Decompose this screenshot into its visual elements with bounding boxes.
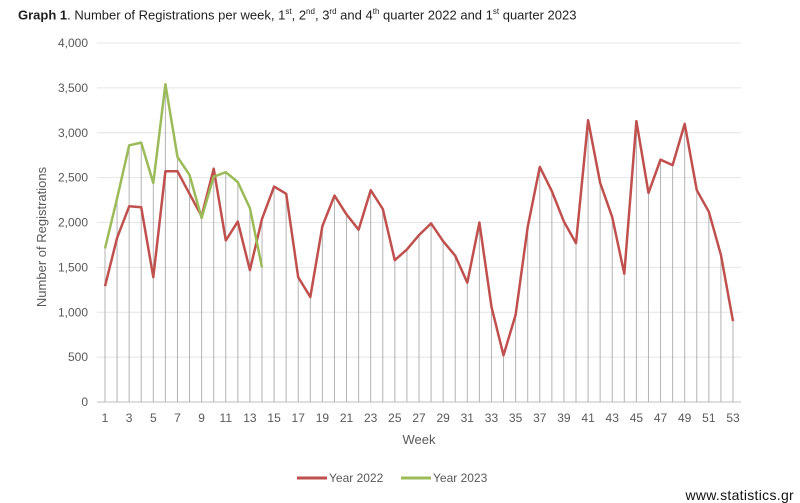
x-tick-label: 41	[581, 411, 595, 425]
title-q2-sup: nd	[306, 7, 315, 16]
series-lines	[103, 83, 735, 357]
x-tick-label: 37	[533, 411, 547, 425]
legend: Year 2022 Year 2023	[297, 471, 488, 485]
x-tick-label: 23	[364, 411, 378, 425]
x-tick-label: 35	[509, 411, 523, 425]
x-tick-label: 33	[485, 411, 499, 425]
y-tick-label: 2,500	[58, 171, 88, 185]
y-tick-label: 3,000	[58, 126, 88, 140]
x-tick-label: 27	[412, 411, 426, 425]
title-q1b-sup: st	[492, 7, 500, 16]
x-tick-label: 13	[243, 411, 257, 425]
x-axis-label: Week	[403, 432, 436, 447]
graph-label: Graph 1	[18, 7, 68, 23]
x-tick-label: 1	[102, 411, 109, 425]
y-tick-label: 500	[68, 350, 88, 364]
x-tick-label: 43	[606, 411, 620, 425]
title-q3: 3	[322, 7, 330, 23]
x-tick-label: 11	[220, 411, 233, 425]
legend-label: Year 2022	[329, 471, 384, 485]
x-tick-label: 47	[654, 411, 668, 425]
x-tick-label: 19	[316, 411, 330, 425]
y-tick-label: 0	[81, 395, 88, 409]
chart-title: Graph 1. Number of Registrations per wee…	[18, 7, 576, 22]
y-axis-ticks: 0 500 1,000 1,500 2,000 2,500 3,000 3,500 4,000	[58, 36, 88, 409]
drop-lines	[104, 84, 734, 402]
x-tick-label: 49	[678, 411, 692, 425]
y-tick-label: 3,500	[58, 81, 88, 95]
title-q4: 4	[365, 7, 373, 23]
x-tick-label: 17	[292, 411, 306, 425]
y-tick-label: 1,000	[58, 305, 88, 319]
x-tick-label: 53	[726, 411, 740, 425]
x-tick-label: 3	[126, 411, 133, 425]
x-tick-label: 51	[702, 411, 716, 425]
title-text-2: quarter 2022 and	[379, 7, 486, 23]
x-tick-label: 25	[388, 411, 402, 425]
x-tick-label: 29	[436, 411, 450, 425]
title-text-3: quarter 2023	[499, 7, 577, 23]
title-q2: 2	[298, 7, 307, 23]
x-tick-label: 45	[630, 411, 644, 425]
x-tick-label: 21	[340, 411, 354, 425]
legend-label: Year 2023	[433, 471, 488, 485]
x-tick-label: 7	[174, 411, 181, 425]
title-q3-sup: rd	[329, 7, 337, 16]
title-q4-sup: th	[372, 7, 380, 16]
y-tick-label: 4,000	[58, 36, 88, 50]
x-tick-label: 5	[150, 411, 157, 425]
watermark: www.statistics.gr	[685, 487, 794, 503]
title-q1b: 1	[485, 7, 493, 23]
title-sep: ,	[291, 7, 299, 23]
series-line-year-2023	[103, 83, 264, 268]
y-tick-label: 2,000	[58, 216, 88, 230]
title-q1: 1	[278, 7, 286, 23]
x-axis-ticks: 1 3 5 7 9 11 13 15 17 19 21 23 25 27 29 31 33 35 37 39 41 43 4…	[102, 411, 740, 425]
x-tick-label: 9	[198, 411, 205, 425]
title-text: . Number of Registrations per week,	[67, 7, 279, 23]
x-tick-label: 15	[267, 411, 281, 425]
title-sep: ,	[314, 7, 323, 23]
title-and: and	[340, 7, 366, 23]
x-tick-label: 31	[461, 411, 475, 425]
title-q1-sup: st	[285, 7, 292, 16]
x-tick-label: 39	[557, 411, 571, 425]
y-axis-label: Number of Registrations	[34, 166, 49, 307]
y-tick-label: 1,500	[58, 260, 88, 274]
series-line-year-2022	[103, 118, 735, 357]
